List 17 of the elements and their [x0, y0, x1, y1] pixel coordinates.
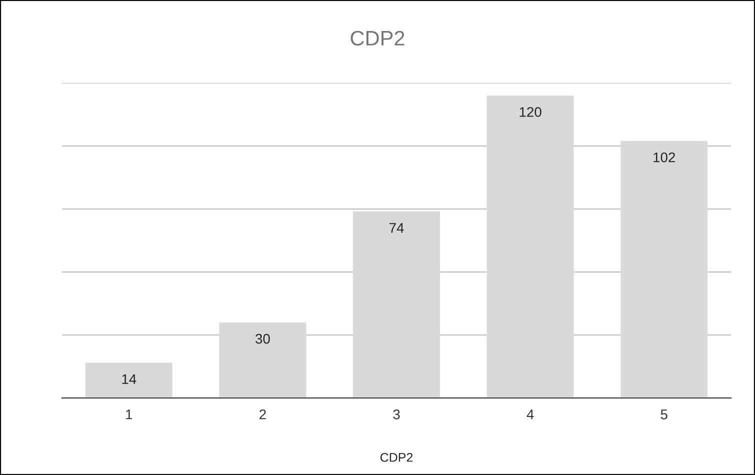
data-label: 14 [122, 374, 136, 384]
bar [219, 322, 306, 398]
x-tick-label: 3 [393, 409, 400, 420]
x-tick-label: 4 [526, 410, 534, 420]
x-tick-label: 2 [260, 409, 266, 420]
x-tick-label: 5 [660, 410, 668, 420]
bar [353, 212, 440, 398]
chart-title: CDP2 [350, 30, 404, 46]
data-label: 30 [256, 334, 270, 344]
data-label: 74 [389, 223, 404, 233]
bar [486, 96, 574, 398]
data-label: 102 [654, 152, 675, 162]
x-axis-title: CDP2 [380, 452, 413, 462]
bar [85, 362, 172, 398]
bar [620, 140, 708, 398]
x-tick-label: 1 [126, 410, 132, 420]
data-label: 120 [520, 107, 542, 117]
